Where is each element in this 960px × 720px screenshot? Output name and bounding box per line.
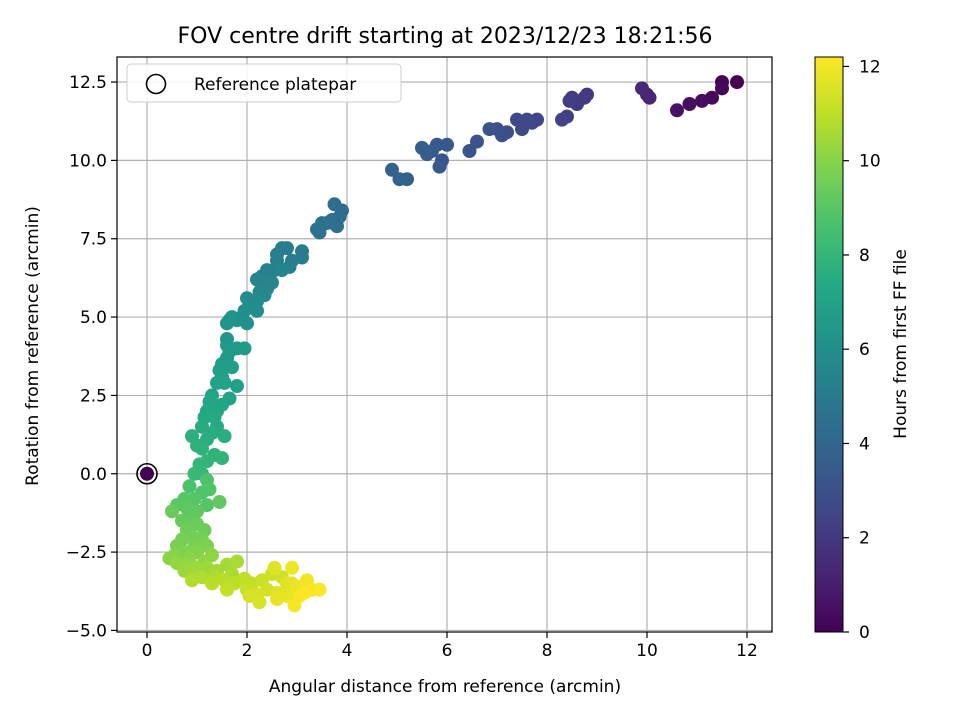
colorbar-tick-label: 0	[859, 623, 870, 643]
y-tick-label: 7.5	[80, 230, 107, 250]
colorbar: 0 2 4 6 8 10 12 Hours from first FF file	[814, 56, 911, 643]
data-point	[230, 379, 244, 394]
data-point	[440, 137, 454, 152]
y-tick-label: −5.0	[66, 621, 107, 641]
reference-point	[140, 466, 154, 481]
data-point	[225, 360, 239, 375]
data-point	[195, 419, 209, 434]
y-tick-label: −2.5	[66, 543, 107, 563]
data-point	[312, 582, 327, 597]
data-point	[212, 494, 227, 509]
data-point	[205, 576, 219, 591]
legend-box	[126, 63, 402, 103]
data-point	[250, 303, 264, 318]
y-axis-label: Rotation from reference (arcmin)	[23, 206, 43, 486]
data-point	[730, 75, 744, 90]
data-point	[470, 134, 484, 149]
data-point	[297, 585, 312, 600]
x-tick-label: 10	[636, 641, 658, 661]
data-point	[287, 598, 302, 613]
x-tick-label: 6	[442, 641, 453, 661]
x-axis-label: Angular distance from reference (arcmin)	[269, 677, 621, 697]
x-tick-label: 4	[342, 641, 353, 661]
data-point	[187, 466, 202, 481]
legend-marker-icon	[145, 73, 167, 95]
data-point	[462, 144, 477, 159]
data-point	[327, 197, 342, 212]
data-point	[310, 222, 324, 237]
colorbar-tick-label: 4	[859, 434, 870, 454]
x-tick-label: 8	[542, 641, 553, 661]
data-point	[210, 375, 224, 390]
colorbar-tick-label: 6	[859, 340, 870, 360]
data-point	[562, 93, 577, 108]
colorbar-tick-label: 12	[859, 57, 881, 77]
data-point	[242, 588, 257, 603]
data-point	[222, 313, 237, 328]
data-point	[230, 554, 244, 569]
data-point	[510, 112, 524, 127]
data-point	[182, 479, 197, 494]
data-point	[185, 573, 199, 588]
chart-title: FOV centre drift starting at 2023/12/23 …	[178, 24, 713, 49]
data-point	[217, 429, 232, 444]
data-point	[250, 272, 264, 287]
colorbar-tick-label: 10	[859, 152, 881, 172]
x-tick-label: 12	[736, 641, 758, 661]
colorbar-tick-label: 2	[859, 529, 870, 549]
x-tick-label: 2	[242, 641, 253, 661]
data-point	[392, 172, 407, 187]
data-point	[432, 159, 447, 174]
data-point	[670, 103, 684, 118]
data-point	[642, 90, 657, 105]
data-point	[195, 441, 209, 456]
x-tick-label: 0	[142, 641, 153, 661]
colorbar-label: Hours from first FF file	[891, 249, 911, 439]
y-tick-label: 12.5	[69, 73, 107, 93]
data-point	[220, 582, 234, 597]
data-point	[200, 498, 214, 513]
data-point	[275, 263, 289, 278]
data-point	[555, 112, 569, 127]
y-tick-label: 10.0	[69, 151, 107, 171]
data-point	[237, 341, 252, 356]
data-point	[252, 595, 267, 610]
plot-area: 0 2 4 6 8 10 12 −5.0 −2.5 0.0 2.5 5.0 7.5 10.0 12.5	[66, 56, 773, 661]
data-point	[267, 560, 282, 575]
data-point	[415, 140, 429, 155]
colorbar-tick-label: 8	[859, 246, 870, 266]
data-point	[482, 122, 497, 137]
plot-frame	[116, 56, 773, 633]
colorbar-gradient	[814, 56, 844, 633]
data-point	[187, 491, 202, 506]
data-point	[682, 97, 697, 112]
y-tick-label: 0.0	[80, 465, 107, 485]
data-point	[215, 451, 229, 466]
data-point	[202, 482, 217, 497]
data-point	[270, 592, 284, 607]
data-point	[635, 81, 649, 96]
legend: Reference platepar	[126, 63, 402, 103]
data-point	[385, 162, 399, 177]
y-tick-label: 2.5	[80, 386, 107, 406]
y-tick-label: 5.0	[80, 308, 107, 328]
legend-entry: Reference platepar	[194, 75, 356, 95]
data-point	[715, 81, 729, 96]
reference-point-ring	[136, 462, 158, 485]
data-point	[695, 93, 709, 108]
data-point	[285, 560, 299, 575]
data-point	[165, 504, 179, 519]
